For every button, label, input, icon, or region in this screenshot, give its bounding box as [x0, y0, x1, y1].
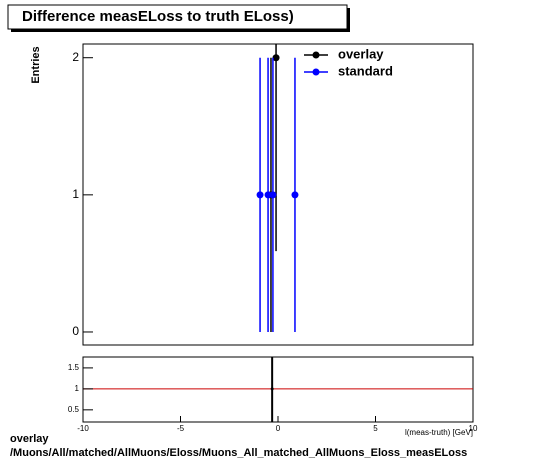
legend-marker	[312, 51, 320, 59]
y-tick-label: 2	[72, 50, 79, 64]
x-tick-label: 5	[373, 424, 378, 433]
main-plot	[256, 44, 299, 332]
footer-line: overlay	[10, 433, 49, 445]
data-point	[256, 191, 264, 199]
data-point	[291, 191, 299, 199]
ratio-frame	[82, 356, 474, 423]
x-tick-label: 10	[469, 424, 478, 433]
ratio-plot	[83, 357, 473, 422]
y-tick-label: 1.5	[68, 363, 80, 372]
legend-label: standard	[338, 63, 393, 78]
x-tick-label: 0	[276, 424, 281, 433]
title-box	[7, 4, 348, 30]
y-tick-label: 1	[72, 187, 79, 201]
y-tick-label: 0	[72, 324, 79, 338]
x-tick-label: -10	[77, 424, 89, 433]
footer-line: /Muons/All/matched/AllMuons/Eloss/Muons_…	[10, 447, 467, 459]
y-tick-label: 1	[75, 384, 80, 393]
data-point	[264, 191, 272, 199]
data-point	[269, 191, 277, 199]
legend-marker	[312, 68, 320, 76]
x-tick-label: -5	[177, 424, 185, 433]
y-axis-label: Entries	[30, 46, 42, 83]
data-point	[272, 54, 280, 62]
legend-label: overlay	[338, 46, 384, 61]
x-axis-label: l(meas-truth) [GeV]	[405, 428, 473, 437]
y-tick-label: 0.5	[68, 405, 80, 414]
main-frame	[82, 43, 474, 346]
data-point	[270, 387, 274, 391]
chart-title: Difference measELoss to truth ELoss)	[22, 8, 294, 25]
